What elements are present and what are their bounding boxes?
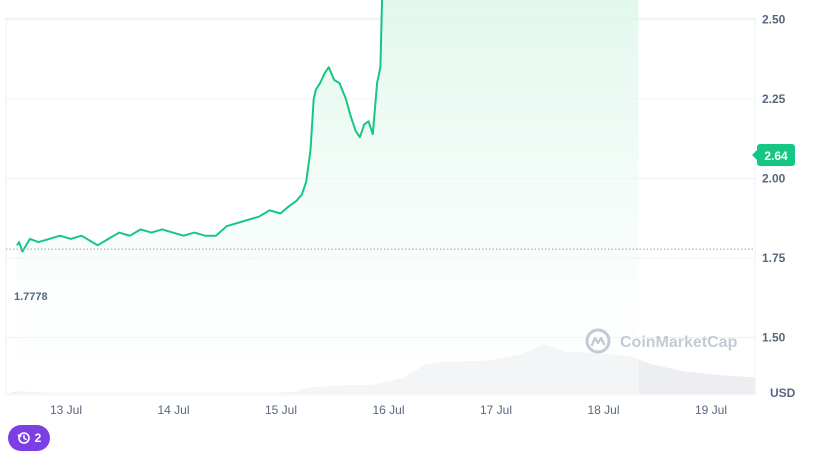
x-tick-label: 14 Jul [157,403,189,417]
price-series-line [16,0,384,253]
y-tick-label: 2.25 [762,92,786,106]
history-count: 2 [34,431,42,445]
y-tick-label: 1.50 [762,331,786,345]
open-price-label: 1.7778 [14,291,48,303]
x-axis: 13 Jul 14 Jul 15 Jul 16 Jul 17 Jul 18 Jul 19 J… [50,403,727,417]
x-tick-label: 16 Jul [372,403,404,417]
coinmarketcap-logo-icon [585,328,611,354]
price-area [17,0,639,395]
x-tick-label: 13 Jul [50,403,82,417]
x-tick-label: 19 Jul [695,403,727,417]
price-line [16,0,384,253]
watermark: CoinMarketCap [585,328,738,354]
current-price-badge: 2.64 [752,144,795,166]
current-price-label: 2.64 [764,149,788,163]
currency-label: USD [770,386,796,400]
y-tick-label: 2.00 [762,172,786,186]
x-tick-label: 17 Jul [480,403,512,417]
watermark-label: CoinMarketCap [620,334,738,351]
y-axis: 1.501.752.002.252.502.753.003.25 [762,13,786,345]
x-tick-label: 18 Jul [587,403,619,417]
y-tick-label: 2.50 [762,13,786,27]
x-tick-label: 15 Jul [265,403,297,417]
price-area-fill [17,0,639,395]
history-badge[interactable]: 2 [8,425,50,451]
y-tick-label: 1.75 [762,251,786,265]
history-icon [17,432,30,444]
